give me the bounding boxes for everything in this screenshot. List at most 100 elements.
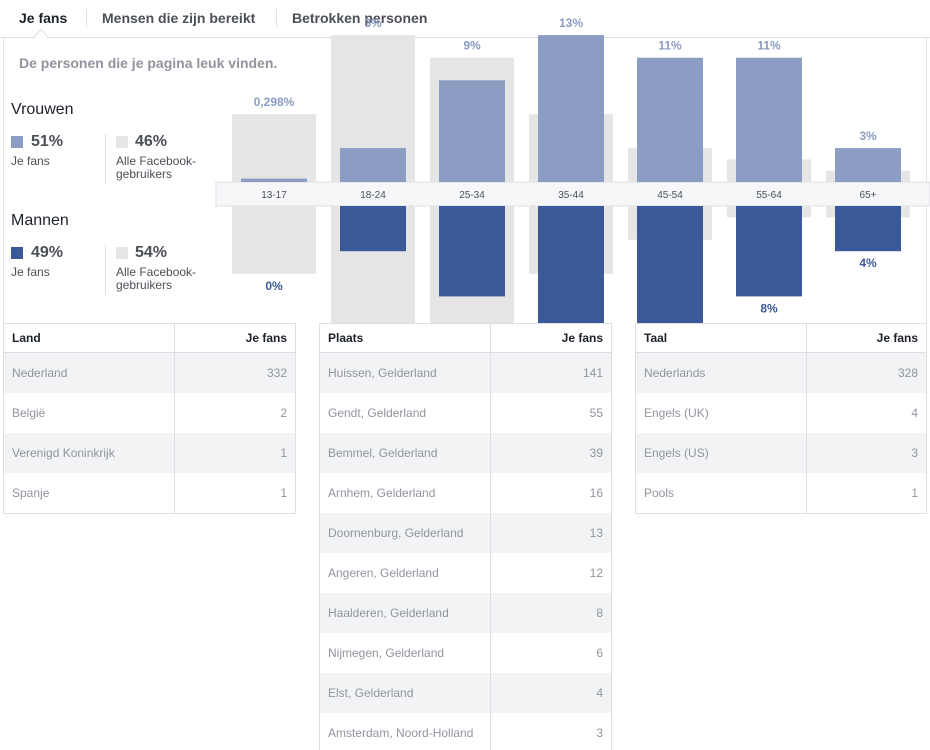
women-value-label: 13% — [559, 16, 583, 30]
row-name: Doornenburg, Gelderland — [328, 526, 464, 540]
column-header[interactable]: Je fans — [245, 331, 287, 345]
row-name: Pools — [644, 486, 675, 500]
table-header: Land Je fans — [4, 324, 295, 353]
divider — [105, 245, 106, 295]
column-divider — [174, 393, 175, 433]
table-row: Gendt, Gelderland 55 — [320, 393, 611, 433]
age-tick-label: 18-24 — [360, 190, 386, 201]
table-header: Plaats Je fans — [320, 324, 611, 353]
age-tick-label: 55-64 — [756, 190, 782, 201]
age-tick-label: 35-44 — [558, 190, 584, 201]
women-fans-bar[interactable] — [340, 148, 406, 182]
column-divider — [490, 593, 491, 633]
row-value: 328 — [897, 366, 918, 380]
column-header[interactable]: Taal — [644, 331, 668, 345]
divider — [105, 134, 106, 184]
men-fans-bar[interactable] — [736, 206, 802, 297]
table-row: Spanje 1 — [4, 473, 295, 513]
row-name: Angeren, Gelderland — [328, 566, 439, 580]
countries-table: Land Je fans Nederland 332 België 2 Verenigd K… — [3, 323, 296, 514]
column-divider — [174, 473, 175, 513]
table-row: Nederland 332 — [4, 353, 295, 393]
table-header: Taal Je fans — [636, 324, 926, 353]
row-value: 16 — [589, 486, 603, 500]
age-tick-label: 65+ — [860, 190, 877, 201]
row-value: 1 — [280, 446, 287, 460]
row-value: 8 — [596, 606, 603, 620]
table-row: Engels (UK) 4 — [636, 393, 926, 433]
table-row: Angeren, Gelderland 12 — [320, 553, 611, 593]
table-row: Haalderen, Gelderland 8 — [320, 593, 611, 633]
column-divider — [490, 324, 491, 353]
column-divider — [806, 324, 807, 353]
row-name: Huissen, Gelderland — [328, 366, 437, 380]
men-fans-swatch — [11, 247, 23, 259]
women-fans-percentage: 51% — [31, 133, 64, 150]
women-all-percentage: 46% — [135, 133, 168, 150]
all-users-women-bar — [232, 114, 316, 182]
row-name: Engels (US) — [644, 446, 709, 460]
row-value: 1 — [911, 486, 918, 500]
women-fans-bar[interactable] — [241, 178, 307, 182]
panel-border — [926, 38, 927, 323]
men-fans-bar[interactable] — [835, 206, 901, 252]
tab-je-fans[interactable]: Je fans — [19, 10, 68, 26]
row-name: België — [12, 406, 46, 420]
column-divider — [490, 713, 491, 750]
men-fans-bar[interactable] — [340, 206, 406, 252]
age-gender-chart: 0,298%0%13-173%4%18-249%8%25-3413%13%35-… — [215, 16, 930, 383]
column-divider — [490, 433, 491, 473]
women-fans-bar[interactable] — [439, 80, 505, 182]
row-value: 2 — [280, 406, 287, 420]
women-fans-bar[interactable] — [736, 57, 802, 183]
column-divider — [490, 393, 491, 433]
table-row: Huissen, Gelderland 141 — [320, 353, 611, 393]
tab-divider — [86, 9, 87, 27]
tab-mensen-bereikt[interactable]: Mensen die zijn bereikt — [102, 10, 256, 26]
column-header[interactable]: Plaats — [328, 331, 364, 345]
age-axis-band — [215, 181, 930, 207]
table-row: Nijmegen, Gelderland 6 — [320, 633, 611, 673]
women-fans-bar[interactable] — [538, 35, 604, 182]
women-fans-bar[interactable] — [835, 148, 901, 182]
column-header[interactable]: Je fans — [561, 331, 603, 345]
women-fans-swatch — [11, 136, 23, 148]
row-name: Haalderen, Gelderland — [328, 606, 449, 620]
column-divider — [174, 433, 175, 473]
table-row: Engels (US) 3 — [636, 433, 926, 473]
men-all-label-line2: gebruikers — [116, 278, 173, 292]
column-divider — [490, 673, 491, 713]
women-value-label: 3% — [859, 129, 877, 143]
row-name: Bemmel, Gelderland — [328, 446, 438, 460]
women-fans-label: Je fans — [11, 154, 50, 168]
row-name: Elst, Gelderland — [328, 686, 414, 700]
row-name: Gendt, Gelderland — [328, 406, 427, 420]
row-name: Amsterdam, Noord-Holland — [328, 726, 474, 740]
women-fans-bar[interactable] — [637, 57, 703, 183]
men-title: Mannen — [11, 212, 69, 229]
men-value-label: 4% — [859, 256, 877, 270]
age-tick-label: 13-17 — [261, 190, 287, 201]
column-header[interactable]: Je fans — [876, 331, 918, 345]
women-all-swatch — [116, 136, 128, 148]
row-value: 55 — [589, 406, 603, 420]
row-value: 3 — [596, 726, 603, 740]
all-users-men-bar — [232, 206, 316, 274]
column-divider — [490, 473, 491, 513]
tab-betrokken-personen[interactable]: Betrokken personen — [292, 10, 428, 26]
row-name: Nederland — [12, 366, 68, 380]
column-divider — [174, 324, 175, 353]
men-fans-bar[interactable] — [439, 206, 505, 297]
men-fans-label: Je fans — [11, 265, 50, 279]
column-divider — [806, 473, 807, 513]
column-header[interactable]: Land — [12, 331, 41, 345]
row-value: 4 — [596, 686, 603, 700]
cities-table: Plaats Je fans Huissen, Gelderland 141 Gendt… — [319, 323, 612, 750]
women-all-label-line2: gebruikers — [116, 167, 173, 181]
row-value: 1 — [280, 486, 287, 500]
women-value-label: 11% — [757, 39, 781, 53]
age-tick-label: 25-34 — [459, 190, 485, 201]
men-value-label: 0% — [265, 279, 283, 293]
row-name: Arnhem, Gelderland — [328, 486, 436, 500]
languages-table: Taal Je fans Nederlands 328 Engels (UK) 4 Enge… — [635, 323, 927, 514]
